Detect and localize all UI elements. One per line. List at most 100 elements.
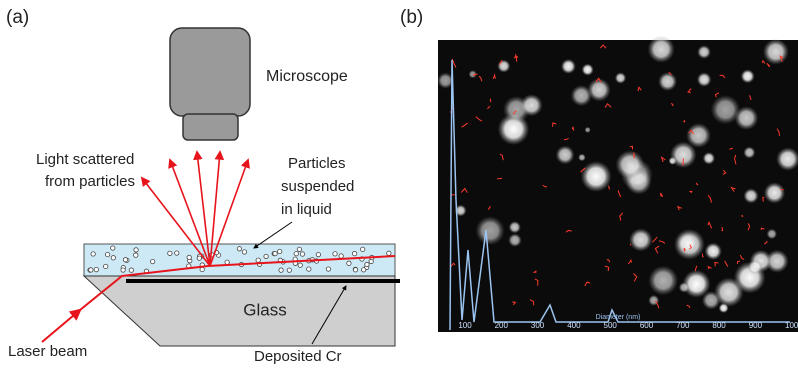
particle	[279, 268, 283, 272]
track	[683, 158, 684, 165]
microscope-body	[170, 28, 250, 116]
bright-particle	[509, 221, 521, 233]
bright-particle	[658, 72, 677, 91]
bright-particle	[714, 277, 744, 307]
particle	[307, 267, 311, 271]
scattered-label-2: from particles	[45, 173, 135, 190]
bright-particle	[743, 146, 755, 158]
bright-particle	[703, 152, 715, 164]
particle	[316, 252, 320, 256]
bright-particle	[578, 154, 586, 162]
particle	[326, 267, 330, 271]
bright-particle	[556, 145, 575, 164]
particle	[150, 259, 154, 263]
x-tick-label: 700	[676, 321, 690, 330]
x-tick-label: 300	[531, 321, 545, 330]
bright-particle	[585, 127, 591, 133]
particle	[91, 252, 95, 256]
bright-particle	[582, 64, 594, 76]
bright-particle	[763, 39, 789, 65]
bright-particle	[648, 36, 675, 63]
particle	[347, 261, 351, 265]
particle	[353, 268, 357, 272]
x-tick-label: 900	[749, 321, 763, 330]
glass-prism	[84, 276, 395, 346]
bright-particle	[764, 182, 785, 203]
x-tick-label: 600	[640, 321, 654, 330]
particle	[352, 251, 356, 255]
particle	[237, 247, 241, 251]
bright-particle	[508, 233, 522, 247]
particle	[200, 267, 204, 271]
glass-label: Glass	[243, 300, 286, 319]
bright-particle	[705, 243, 722, 260]
particle	[298, 263, 302, 267]
x-tick-label: 100	[785, 321, 798, 330]
objective	[183, 114, 238, 140]
particle	[123, 258, 127, 262]
axis-title: Diameter (nm)	[596, 314, 641, 321]
x-tick-label: 500	[604, 321, 618, 330]
x-tick-label: 200	[495, 321, 509, 330]
laser-label: Laser beam	[8, 343, 87, 360]
particle	[94, 267, 98, 271]
bright-particle	[697, 72, 712, 87]
cr-label: Deposited Cr	[254, 348, 342, 365]
particle	[273, 251, 277, 255]
microscope-label: Microscope	[266, 68, 348, 85]
bright-particle	[581, 161, 612, 192]
bright-particle	[629, 228, 652, 251]
particle	[242, 250, 246, 254]
particle	[105, 252, 109, 256]
panel-label: (b)	[400, 7, 423, 28]
particle	[121, 268, 125, 272]
particle	[278, 249, 282, 253]
particle	[134, 248, 138, 252]
particles-label-3: in liquid	[281, 201, 332, 218]
particle	[339, 254, 343, 258]
bright-particle	[521, 94, 543, 116]
particle	[197, 256, 201, 260]
particle	[264, 254, 268, 258]
x-tick-label: 100	[458, 321, 472, 330]
track	[490, 99, 491, 102]
bright-particle	[616, 150, 645, 179]
bright-particle	[697, 45, 711, 59]
bright-particle	[743, 188, 758, 203]
particle	[168, 251, 172, 255]
particle	[225, 260, 229, 264]
particle	[297, 247, 301, 251]
particle	[294, 252, 298, 256]
panel-label: (a)	[6, 7, 29, 28]
particle	[89, 268, 93, 272]
particle	[287, 268, 291, 272]
bright-particle	[571, 85, 592, 106]
bright-particle	[497, 60, 510, 73]
bright-particle	[677, 232, 699, 254]
bright-particle	[748, 260, 763, 275]
bright-particle	[767, 229, 778, 240]
bright-particle	[615, 72, 626, 83]
particle	[111, 256, 115, 260]
particle	[134, 253, 138, 257]
bright-particle	[741, 69, 755, 83]
x-tick-label: 400	[567, 321, 581, 330]
particles-label-2: suspended	[281, 178, 354, 195]
particle	[129, 268, 133, 272]
bright-particle	[719, 303, 729, 313]
particle	[387, 251, 391, 255]
particle	[187, 255, 191, 259]
particle	[361, 268, 365, 272]
particle	[333, 252, 337, 256]
particle	[365, 262, 369, 266]
bright-particle	[561, 59, 576, 74]
scattered-label-1: Light scattered	[36, 151, 134, 168]
x-tick-label: 800	[712, 321, 726, 330]
bright-particle	[476, 216, 505, 245]
bright-particle	[648, 266, 678, 296]
laser-arrow	[42, 310, 80, 342]
particle	[360, 247, 364, 251]
particle	[175, 251, 179, 255]
particle	[300, 252, 304, 256]
particle	[104, 264, 108, 268]
